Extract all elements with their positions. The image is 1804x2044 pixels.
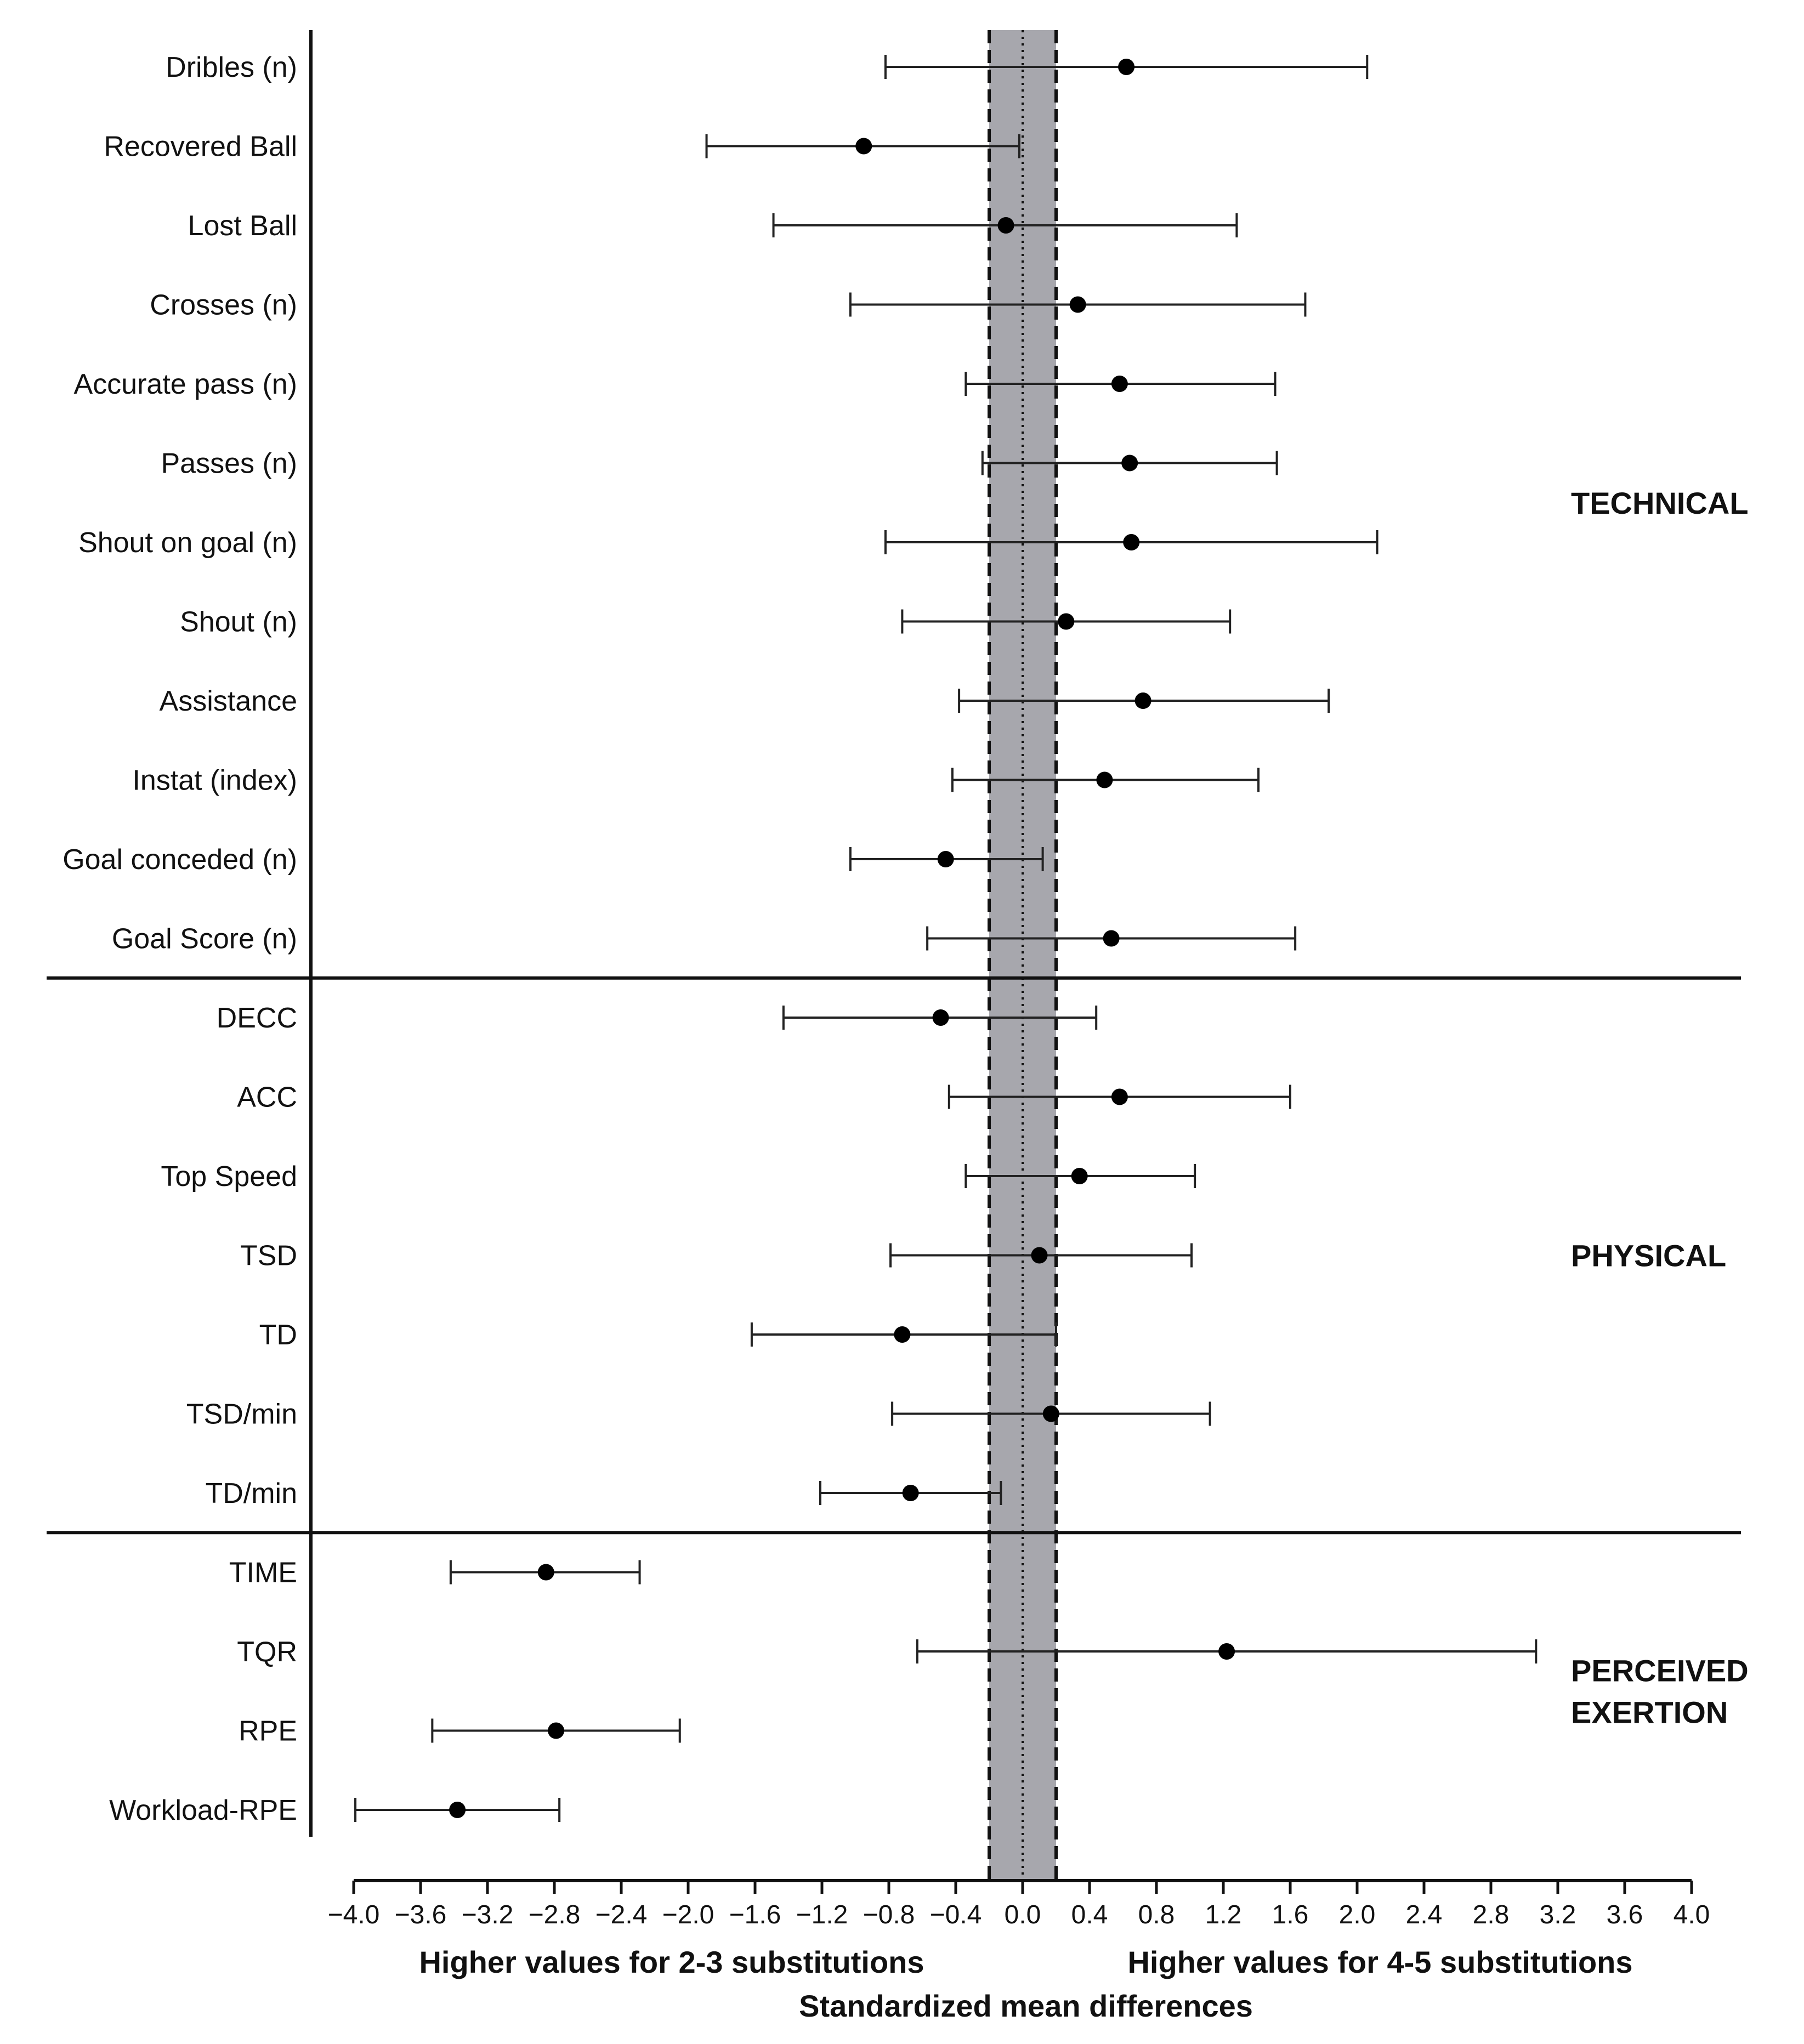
x-tick-label: 0.0 [1005, 1900, 1041, 1929]
point-estimate-marker [932, 1009, 949, 1026]
row-label: TD/min [205, 1478, 297, 1509]
row-label: TQR [237, 1636, 297, 1668]
point-estimate-marker [1071, 1168, 1088, 1184]
x-tick-label: −4.0 [328, 1900, 380, 1929]
row-label: Goal conceded (n) [63, 844, 297, 876]
group-label: PERCEIVED [1571, 1653, 1749, 1688]
x-tick-label: −0.8 [863, 1900, 915, 1929]
x-tick-label: −3.2 [462, 1900, 514, 1929]
x-tick-label: −2.8 [529, 1900, 581, 1929]
row-label: TD [259, 1319, 297, 1351]
row-label: Goal Score (n) [112, 923, 297, 955]
point-estimate-marker [1031, 1247, 1048, 1264]
x-tick-label: −2.0 [662, 1900, 714, 1929]
point-estimate-marker [1111, 1088, 1128, 1105]
point-estimate-marker [1134, 692, 1151, 709]
x-axis-title: Standardized mean differences [799, 1989, 1253, 2023]
row-label: RPE [239, 1716, 297, 1747]
x-tick-label: 4.0 [1673, 1900, 1710, 1929]
row-label: TSD [240, 1240, 297, 1272]
point-estimate-marker [937, 851, 954, 867]
point-estimate-marker [997, 217, 1014, 234]
left-axis-caption: Higher values for 2-3 substitutions [419, 1945, 924, 1979]
group-label: TECHNICAL [1571, 486, 1749, 520]
x-tick-label: 1.6 [1272, 1900, 1309, 1929]
row-label: DECC [217, 1002, 297, 1034]
point-estimate-marker [1123, 534, 1140, 550]
point-estimate-marker [1103, 930, 1120, 947]
x-tick-label: 3.6 [1607, 1900, 1643, 1929]
row-label: Top Speed [161, 1161, 297, 1193]
point-estimate-marker [902, 1485, 919, 1501]
row-label: Dribles (n) [166, 52, 297, 83]
x-tick-label: 1.2 [1205, 1900, 1242, 1929]
row-label: Workload-RPE [109, 1795, 297, 1826]
x-tick-label: 2.0 [1339, 1900, 1376, 1929]
x-tick-label: 2.8 [1473, 1900, 1510, 1929]
row-label: Shout (n) [180, 606, 297, 638]
x-tick-label: −3.6 [395, 1900, 447, 1929]
point-estimate-marker [1096, 771, 1113, 788]
row-label: Recovered Ball [104, 131, 297, 163]
right-axis-caption: Higher values for 4-5 substitutions [1127, 1945, 1632, 1979]
row-label: Shout on goal (n) [78, 527, 297, 559]
point-estimate-marker [894, 1326, 911, 1343]
row-label: TIME [229, 1557, 297, 1589]
x-tick-label: 2.4 [1406, 1900, 1443, 1929]
point-estimate-marker [548, 1722, 565, 1739]
point-estimate-marker [1118, 59, 1135, 75]
row-label: ACC [237, 1082, 297, 1114]
point-estimate-marker [1069, 296, 1086, 313]
x-tick-label: 3.2 [1540, 1900, 1576, 1929]
point-estimate-marker [1121, 455, 1138, 472]
row-label: Crosses (n) [150, 289, 297, 321]
point-estimate-marker [1058, 613, 1075, 630]
row-label: Assistance [160, 685, 297, 717]
row-label: TSD/min [186, 1399, 297, 1430]
row-label: Lost Ball [188, 210, 297, 242]
point-estimate-marker [1218, 1643, 1235, 1660]
row-label: Accurate pass (n) [74, 368, 298, 400]
row-label: Instat (index) [132, 765, 297, 797]
group-label: PHYSICAL [1571, 1239, 1726, 1273]
x-tick-label: −2.4 [595, 1900, 648, 1929]
point-estimate-marker [855, 138, 872, 155]
x-tick-label: −1.2 [796, 1900, 848, 1929]
x-tick-label: 0.8 [1138, 1900, 1175, 1929]
group-label: EXERTION [1571, 1695, 1728, 1729]
reference-band [989, 30, 1056, 1881]
point-estimate-marker [449, 1802, 466, 1818]
point-estimate-marker [1042, 1405, 1059, 1422]
x-tick-label: 0.4 [1071, 1900, 1108, 1929]
x-tick-label: −0.4 [930, 1900, 982, 1929]
row-label: Passes (n) [161, 448, 297, 480]
x-tick-label: −1.6 [729, 1900, 781, 1929]
point-estimate-marker [537, 1564, 554, 1581]
point-estimate-marker [1111, 376, 1128, 392]
